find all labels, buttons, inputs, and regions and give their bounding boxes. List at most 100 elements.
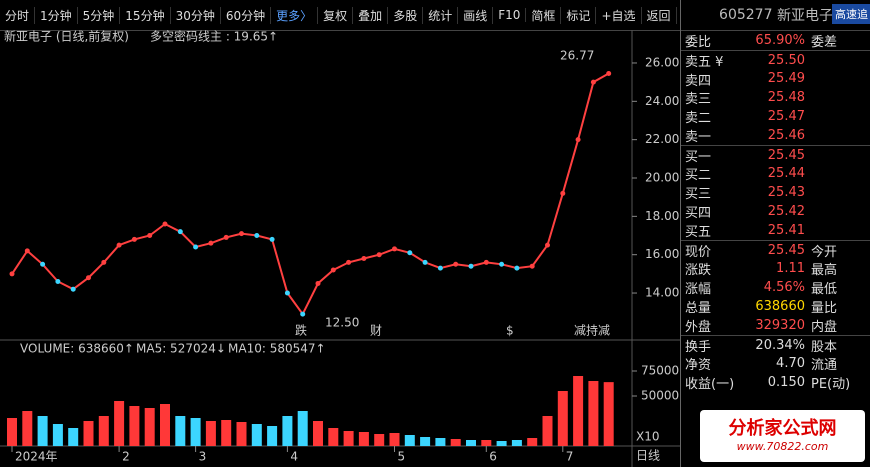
book-extra: 内盘 bbox=[811, 319, 838, 335]
period: 日线 bbox=[636, 449, 660, 463]
book-label: 卖三 bbox=[685, 92, 712, 108]
toolbar-button[interactable]: 叠加 bbox=[353, 6, 389, 24]
book-row: 卖一 25.46 bbox=[681, 126, 870, 145]
price-point bbox=[575, 137, 581, 143]
toolbar-button[interactable]: +自选 bbox=[596, 6, 642, 24]
volume-bar bbox=[466, 440, 476, 446]
book-value: 1.11 bbox=[776, 261, 805, 277]
volume-title: VOLUME: 638660↑ bbox=[20, 342, 134, 356]
toolbar-button[interactable]: 5分钟 bbox=[78, 6, 121, 24]
quote-head: 605277 新亚电子 高速追 bbox=[681, 0, 870, 31]
toolbar-button[interactable]: 返回 bbox=[642, 6, 677, 24]
y-tick-label: 75000 bbox=[641, 364, 679, 378]
price-point bbox=[223, 234, 229, 240]
price-point bbox=[70, 286, 76, 292]
volume-bar bbox=[221, 420, 232, 446]
order-book: 委比 65.90% 委差 卖五 ¥ 25.50 卖四 25.49 卖三 25.48 卖二 25.47… bbox=[681, 31, 870, 392]
book-label: 涨幅 bbox=[685, 282, 712, 298]
toolbar-button[interactable]: F10 bbox=[493, 8, 527, 22]
volume-bar bbox=[343, 431, 354, 446]
book-label: 买四 bbox=[685, 206, 712, 222]
price-point bbox=[315, 280, 321, 286]
price-point bbox=[606, 71, 612, 77]
toolbar-button[interactable]: 15分钟 bbox=[120, 6, 171, 24]
x-tick-label: 6 bbox=[489, 450, 497, 464]
x-tick-label: 2024年 bbox=[15, 450, 58, 464]
price-point bbox=[422, 259, 428, 265]
book-row: 买四 25.42 bbox=[681, 202, 870, 221]
chart-title: 新亚电子 (日线,前复权) bbox=[4, 29, 129, 44]
price-point bbox=[147, 233, 153, 239]
annotation: 12.50 bbox=[325, 316, 359, 330]
volume-bar bbox=[37, 416, 48, 446]
badge[interactable]: 高速追 bbox=[832, 4, 870, 24]
y-tick-label: 20.00 bbox=[645, 171, 679, 185]
volume-bar bbox=[389, 433, 400, 446]
toolbar-button[interactable]: 更多〉 bbox=[271, 6, 319, 24]
price-point bbox=[239, 231, 244, 237]
toolbar-button[interactable]: 画线 bbox=[458, 6, 494, 24]
book-value: 0.150 bbox=[767, 375, 805, 391]
book-value: 20.34% bbox=[755, 337, 805, 353]
volume-bar bbox=[557, 391, 568, 446]
volume-bar bbox=[450, 439, 461, 446]
toolbar-button[interactable]: 统计 bbox=[423, 6, 459, 24]
book-extra: PE(动) bbox=[811, 377, 851, 393]
book-value: 25.43 bbox=[767, 185, 805, 201]
book-value: 25.44 bbox=[767, 166, 805, 182]
logo-name: 分析家公式网 bbox=[728, 418, 837, 439]
volume-bar bbox=[496, 441, 507, 446]
price-point bbox=[86, 275, 91, 281]
book-label: 卖四 bbox=[685, 73, 712, 89]
volume-bar bbox=[205, 421, 216, 446]
price-point bbox=[24, 248, 30, 254]
toolbar-button[interactable]: 60分钟 bbox=[221, 6, 272, 24]
book-extra: 委差 bbox=[811, 34, 838, 50]
price-point bbox=[545, 242, 550, 248]
book-extra: 最低 bbox=[811, 282, 838, 298]
price-point bbox=[40, 261, 46, 267]
price-point bbox=[407, 250, 413, 256]
price-point bbox=[437, 265, 443, 271]
book-value: 329320 bbox=[755, 317, 805, 333]
volume-bar bbox=[282, 416, 293, 446]
y-tick-label: 16.00 bbox=[645, 247, 679, 261]
book-label: 卖一 bbox=[685, 129, 712, 145]
book-label: 卖二 bbox=[685, 111, 712, 127]
toolbar-button[interactable]: 简框 bbox=[526, 6, 562, 24]
book-label: 买三 bbox=[685, 187, 712, 203]
book-row: 总量 638660 量比 bbox=[681, 297, 870, 316]
book-row: 买二 25.44 bbox=[681, 165, 870, 183]
code: 605277 bbox=[719, 7, 773, 23]
book-label: 涨跌 bbox=[685, 263, 712, 279]
toolbar-button[interactable]: 标记 bbox=[561, 6, 597, 24]
volume-bar bbox=[297, 411, 308, 446]
price-point bbox=[284, 290, 290, 296]
toolbar-button[interactable]: 30分钟 bbox=[171, 6, 221, 24]
price-point bbox=[376, 252, 382, 258]
price-point bbox=[162, 221, 168, 227]
toolbar-button[interactable]: 分时 bbox=[0, 6, 36, 24]
volume-bar bbox=[481, 440, 492, 446]
volume-bar bbox=[68, 428, 79, 446]
book-label: 卖五 ¥ bbox=[685, 54, 724, 70]
x-tick-label: 7 bbox=[566, 450, 574, 464]
volume-bar bbox=[7, 418, 17, 446]
y-tick-label: 14.00 bbox=[645, 286, 679, 300]
price-point bbox=[392, 246, 397, 252]
price-point bbox=[453, 261, 459, 267]
price-point bbox=[529, 263, 535, 269]
book-row: 外盘 329320 内盘 bbox=[681, 316, 870, 335]
book-row: 涨跌 1.11 最高 bbox=[681, 260, 870, 279]
price-point bbox=[208, 240, 214, 246]
toolbar-button[interactable]: 多股 bbox=[388, 6, 424, 24]
price-point bbox=[101, 259, 107, 265]
toolbar-button[interactable]: 1分钟 bbox=[35, 6, 78, 24]
price-point bbox=[560, 190, 566, 196]
annotation: $ bbox=[506, 324, 514, 338]
annotation: 财 bbox=[370, 324, 382, 338]
book-row: 委比 65.90% 委差 bbox=[681, 31, 870, 50]
book-value: 4.56% bbox=[763, 280, 805, 296]
toolbar-button[interactable]: 复权 bbox=[318, 6, 354, 24]
